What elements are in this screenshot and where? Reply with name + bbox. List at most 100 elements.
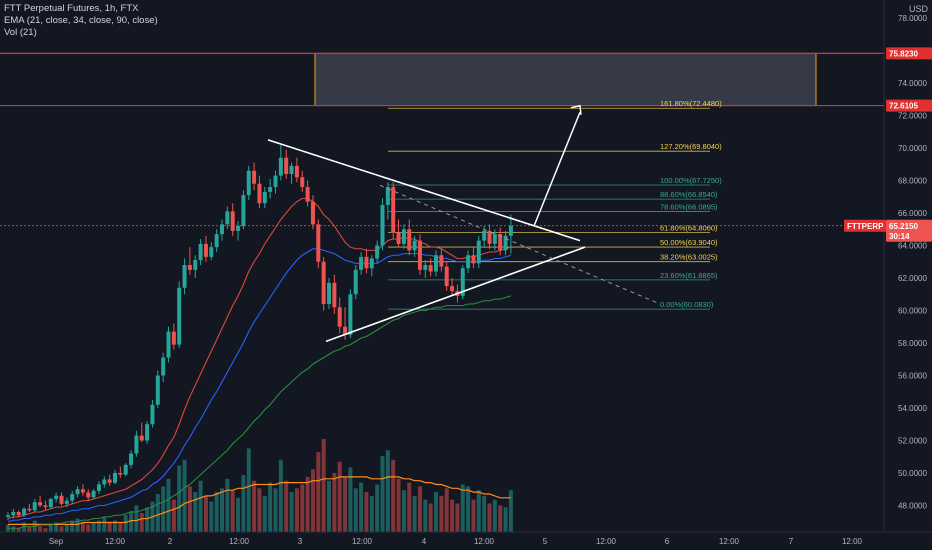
price-label-badge[interactable] (886, 229, 932, 242)
price-tick-label: 62.0000 (898, 274, 927, 283)
candle-body (316, 224, 321, 262)
currency-label: USD (908, 4, 928, 14)
candle-body (364, 256, 369, 269)
fib-level-label: 100.00%(67.7250) (660, 176, 722, 185)
candle-body (385, 187, 390, 205)
fib-level-label: 61.80%(64.8060) (660, 223, 718, 232)
candle-body (96, 484, 101, 491)
symbol-title[interactable]: FTT Perpetual Futures, 1h, FTX (4, 3, 139, 14)
volume-ma-line (8, 476, 511, 526)
volume-bar (337, 461, 342, 532)
volume-bar (353, 488, 358, 532)
candle-body (482, 230, 487, 241)
candle-body (252, 170, 257, 184)
candle-body (187, 265, 192, 270)
fib-level-label: 38.20%(63.0025) (660, 253, 718, 262)
volume-bar (171, 499, 176, 532)
candle-body (369, 258, 374, 269)
price-label-text: 72.6105 (889, 102, 918, 111)
lower-trendline[interactable] (325, 246, 586, 343)
volume-bar (364, 492, 369, 532)
price-label-badge[interactable] (844, 219, 886, 232)
volume-bar (455, 503, 460, 532)
fib-level-label: 127.20%(69.8040) (660, 142, 722, 151)
candle-body (198, 243, 203, 261)
price-tick-label: 54.0000 (898, 404, 927, 413)
candle-body (54, 495, 59, 499)
volume-bar (11, 526, 16, 532)
candle-body (118, 473, 123, 475)
volume-bar (369, 495, 374, 532)
candle-body (396, 232, 401, 244)
volume-bar (327, 480, 331, 532)
ema34-line (7, 248, 512, 523)
candle-body (268, 187, 273, 192)
volume-bar (423, 499, 428, 532)
candle-body (284, 157, 289, 174)
volume-bar (75, 518, 80, 532)
price-label-badge[interactable] (886, 47, 932, 60)
volume-bar (161, 486, 166, 532)
price-tick-label: 68.0000 (898, 177, 927, 186)
volume-bar (48, 524, 53, 532)
candle-body (43, 505, 48, 508)
price-label-badge[interactable] (886, 219, 932, 232)
volume-bar (102, 516, 107, 532)
candle-body (343, 326, 348, 335)
candle-body (332, 282, 337, 308)
time-tick-label: 12:00 (474, 537, 495, 546)
volume-bar (401, 490, 406, 532)
volume-bar (38, 526, 43, 532)
ema-indicator-label[interactable]: EMA (21, close, 34, close, 90, close) (4, 15, 158, 26)
volume-bar (27, 526, 32, 532)
price-tick-label: 52.0000 (898, 437, 927, 446)
candle-body (161, 357, 166, 376)
price-tick-label: 72.0000 (898, 112, 927, 121)
volume-bar (262, 495, 267, 532)
time-tick-label: 2 (168, 537, 173, 546)
volume-bar (96, 520, 101, 532)
time-tick-label: 5 (543, 537, 548, 546)
candle-body (498, 234, 503, 251)
target-zone-rectangle[interactable] (314, 52, 817, 107)
candle-body (155, 375, 160, 405)
candle-body (107, 479, 112, 483)
candle-body (460, 268, 465, 296)
fib-level-label: 23.60%(61.8865) (660, 271, 718, 280)
volume-bar (246, 448, 251, 532)
volume-indicator-label[interactable]: Vol (21) (4, 27, 37, 38)
candle-body (166, 331, 171, 358)
volume-bar (466, 486, 471, 532)
volume-bar (450, 499, 455, 532)
candle-body (444, 266, 449, 287)
time-tick-label: 12:00 (842, 537, 863, 546)
candle-body (321, 261, 326, 304)
candle-body (193, 260, 198, 270)
volume-bar (91, 522, 96, 532)
projected-trendline[interactable] (379, 184, 661, 305)
volume-bar (214, 492, 219, 532)
target-arrow-line[interactable] (533, 111, 581, 227)
volume-bar (273, 488, 278, 532)
volume-bar (113, 520, 117, 532)
volume-bar (209, 501, 214, 532)
volume-bar (407, 482, 412, 532)
time-tick-label: 3 (298, 537, 303, 546)
time-tick-label: 7 (789, 537, 794, 546)
candle-body (348, 294, 353, 335)
upper-trendline[interactable] (267, 139, 581, 242)
time-tick-label: 12:00 (105, 537, 126, 546)
candle-body (171, 331, 176, 345)
time-tick-label: 12:00 (352, 537, 373, 546)
volume-bar (123, 514, 128, 532)
candle-body (300, 177, 305, 187)
price-label-badge[interactable] (886, 99, 932, 112)
candle-body (508, 226, 513, 236)
candle-body (278, 157, 283, 176)
candle-body (337, 307, 342, 327)
volume-bar (348, 467, 353, 532)
volume-bar (321, 438, 326, 532)
volume-bar (193, 492, 198, 532)
